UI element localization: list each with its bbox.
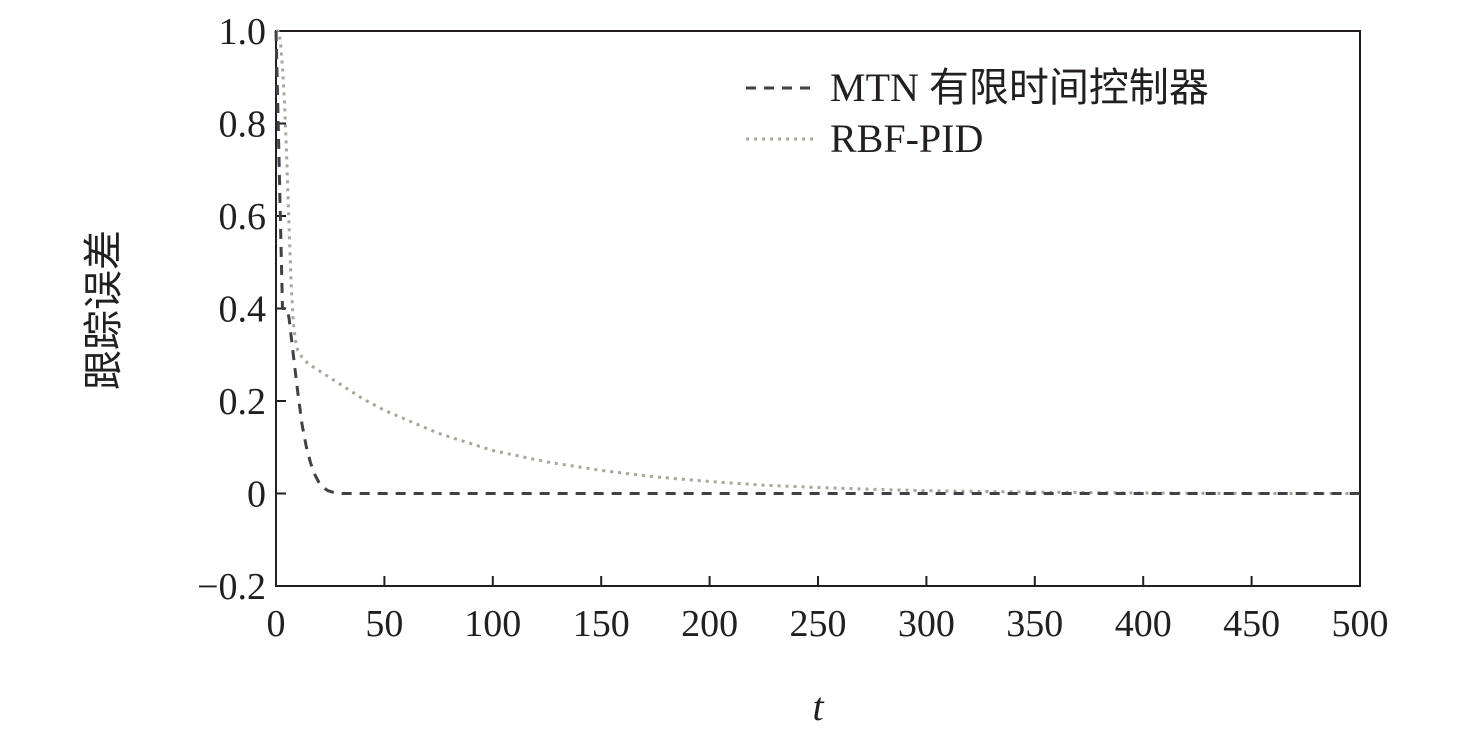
x-tick-label: 200 xyxy=(681,603,738,645)
series-line-mtn xyxy=(274,30,1360,495)
y-tick-label: 0.8 xyxy=(219,104,267,146)
x-tick-label: 250 xyxy=(790,603,847,645)
x-tick-label: 100 xyxy=(464,603,521,645)
plot-frame xyxy=(275,30,1361,587)
y-tick-label: 0.6 xyxy=(219,196,267,238)
x-tick-label: 450 xyxy=(1223,603,1280,645)
x-tick-label: 300 xyxy=(898,603,955,645)
x-tick-label: 150 xyxy=(573,603,630,645)
x-tick-label: 350 xyxy=(1006,603,1063,645)
legend: MTN 有限时间控制器 RBF-PID xyxy=(746,65,1209,161)
y-axis-title: 跟踪误差 xyxy=(81,230,126,390)
y-tick-label: −0.2 xyxy=(197,566,266,608)
tick-labels: 0 50 100 150 200 250 300 350 400 450 500−0.200.20.… xyxy=(197,11,1388,645)
x-tick-label: 50 xyxy=(365,603,403,645)
y-tick-label: 0 xyxy=(247,474,266,516)
x-axis-title: t xyxy=(812,684,824,729)
x-tick-label: 400 xyxy=(1115,603,1172,645)
legend-label-mtn: MTN 有限时间控制器 xyxy=(830,65,1209,110)
legend-label-rbf-pid: RBF-PID xyxy=(830,116,983,161)
y-tick-label: 1.0 xyxy=(219,11,267,53)
x-tick-label: 0 xyxy=(267,603,286,645)
ticks xyxy=(276,122,1253,586)
series-layer xyxy=(274,29,1360,495)
y-tick-label: 0.4 xyxy=(219,289,267,331)
y-tick-label: 0.2 xyxy=(219,381,267,423)
x-tick-label: 500 xyxy=(1332,603,1389,645)
